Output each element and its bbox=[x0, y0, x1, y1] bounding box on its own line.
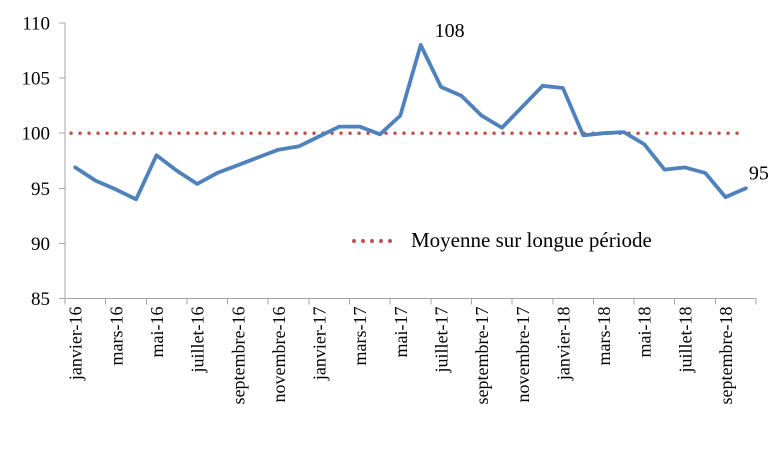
y-axis-label: 95 bbox=[31, 179, 50, 200]
x-axis-label: novembre-17 bbox=[513, 307, 533, 403]
x-axis-label: janvier-17 bbox=[310, 307, 330, 382]
x-axis-label: mars-18 bbox=[594, 307, 614, 366]
x-axis-label: juillet-18 bbox=[675, 307, 695, 374]
index-series-line bbox=[73, 43, 748, 202]
x-axis-label: mai-18 bbox=[635, 307, 655, 358]
data-point-annotation: 108 bbox=[435, 20, 465, 42]
y-axis-label: 90 bbox=[31, 234, 50, 255]
x-axis-label: septembre-16 bbox=[228, 307, 248, 405]
x-axis-label: mai-17 bbox=[391, 307, 411, 358]
y-axis-label: 110 bbox=[22, 14, 50, 35]
x-axis-label: janvier-16 bbox=[66, 307, 86, 382]
y-axis-label: 105 bbox=[22, 69, 51, 90]
x-axis-label: mars-17 bbox=[350, 307, 370, 366]
y-axis-label: 100 bbox=[22, 124, 51, 145]
x-axis-label: juillet-17 bbox=[431, 307, 451, 374]
x-axis-label: mai-16 bbox=[147, 307, 167, 358]
x-axis-label: juillet-16 bbox=[188, 307, 208, 374]
x-axis-label: novembre-16 bbox=[269, 307, 289, 403]
x-axis-label: septembre-17 bbox=[472, 306, 492, 404]
x-axis-label: septembre-18 bbox=[716, 307, 736, 405]
x-axis-label: janvier-18 bbox=[553, 307, 573, 382]
x-axis-label: mars-16 bbox=[106, 307, 126, 366]
data-point-annotation: 95 bbox=[749, 162, 769, 184]
y-axis-label: 85 bbox=[31, 289, 50, 310]
